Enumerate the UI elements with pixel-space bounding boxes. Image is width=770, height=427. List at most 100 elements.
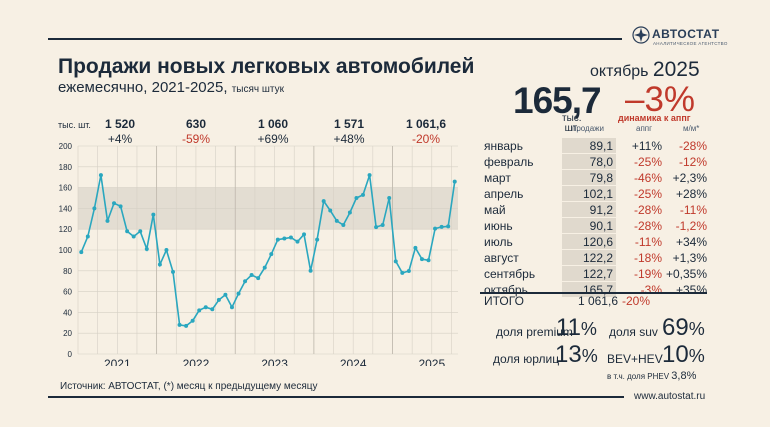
total-yoy: -20%: [622, 294, 651, 308]
data-point: [177, 322, 182, 327]
x-tick-label: 2023: [261, 357, 288, 366]
data-point: [446, 224, 451, 229]
data-point: [387, 196, 392, 200]
row-yoy: -19%: [633, 267, 662, 281]
site-url[interactable]: www.autostat.ru: [634, 391, 706, 402]
headline-change: –3%: [625, 80, 696, 119]
data-point: [256, 276, 261, 281]
subtitle-text: ежемесячно, 2021-2025,: [58, 79, 228, 96]
row-yoy: -25%: [633, 187, 662, 201]
data-point: [151, 212, 156, 217]
row-value: 90,1: [562, 218, 616, 233]
y-tick-label: 40: [63, 308, 72, 317]
data-point: [406, 269, 411, 274]
data-point: [269, 252, 274, 257]
data-point: [393, 259, 398, 264]
bottom-rule: [48, 396, 624, 398]
headline-unit-1: тыс.: [562, 113, 582, 124]
month-label: октябрь: [590, 63, 649, 80]
table-row: январь 89,1 +11% -28%: [480, 138, 707, 154]
row-mom: -1,2%: [675, 219, 707, 233]
data-point: [85, 234, 90, 239]
year-total-value: 1 571: [333, 117, 365, 131]
data-point: [361, 192, 365, 197]
data-point: [229, 305, 234, 310]
table-rule: [480, 292, 707, 294]
data-point: [452, 179, 457, 184]
top-rule: [48, 38, 622, 40]
data-point: [164, 248, 169, 252]
row-month: март: [484, 171, 511, 185]
share-legal-label: доля юрлиц: [493, 352, 560, 366]
data-point: [288, 235, 293, 240]
data-point: [138, 229, 143, 234]
data-point: [210, 307, 215, 312]
data-point: [334, 218, 339, 223]
row-month: июль: [484, 235, 513, 249]
row-value: 120,6: [562, 234, 616, 249]
share-phev-label: в т.ч. доля PHEV: [607, 372, 670, 381]
data-point: [426, 258, 431, 263]
data-point: [157, 262, 162, 267]
data-point: [131, 234, 136, 239]
row-month: январь: [484, 139, 523, 153]
data-point: [125, 229, 130, 234]
data-point: [98, 173, 103, 178]
row-yoy: -3%: [640, 283, 662, 297]
data-point: [118, 204, 123, 209]
row-month: апрель: [484, 187, 524, 201]
row-value: 102,1: [562, 186, 616, 201]
total-label: ИТОГО: [484, 294, 524, 308]
year-total-value: 630: [185, 117, 207, 131]
table-row: июль 120,6 -11% +34%: [480, 234, 707, 250]
total-value: 1 061,6: [577, 294, 618, 308]
year-label: 2025: [652, 58, 700, 81]
data-point: [374, 225, 379, 230]
data-point: [243, 279, 248, 284]
share-phev: в т.ч. доля PHEV 3,8%: [607, 370, 696, 382]
page-title: Продажи новых легковых автомобилей: [58, 55, 475, 78]
share-premium-number: 11: [556, 314, 581, 341]
row-month: август: [484, 251, 519, 265]
share-legal-value: 13%: [555, 341, 598, 369]
source-note: Источник: АВТОСТАТ, (*) месяц к предыдущ…: [60, 381, 318, 392]
share-premium-value: 11%: [556, 314, 597, 342]
headline-unit-2: шт.: [564, 123, 579, 134]
data-point: [203, 305, 208, 310]
data-point: [197, 308, 202, 313]
data-point: [347, 210, 352, 215]
row-mom: +34%: [675, 235, 707, 249]
data-point: [236, 291, 241, 296]
table-row: февраль 78,0 -25% -12%: [480, 154, 707, 170]
share-legal-number: 13: [555, 341, 582, 368]
data-point: [190, 318, 195, 323]
data-point: [216, 297, 221, 302]
header-mom: м/м*: [683, 124, 700, 133]
year-total-change: -59%: [181, 132, 210, 146]
row-mom: -28%: [678, 139, 707, 153]
data-point: [413, 245, 418, 250]
table-row: июнь 90,1 -28% -1,2%: [480, 218, 707, 234]
x-tick-label: 2025: [418, 357, 445, 366]
data-point: [295, 239, 300, 244]
x-tick-label: 2021: [104, 357, 131, 366]
data-point: [354, 196, 359, 200]
sales-line-chart: 0 20 40 60 80 100 120 140 160 180 200 2021 2022 2023 2…: [59, 142, 458, 366]
row-value: 78,0: [562, 154, 616, 169]
row-yoy: -25%: [633, 155, 662, 169]
series-line: [80, 174, 456, 327]
star-icon: [632, 26, 650, 44]
row-mom: -12%: [678, 155, 707, 169]
table-row: май 91,2 -28% -11%: [480, 202, 707, 218]
row-yoy: -28%: [633, 219, 662, 233]
share-legal-pct: %: [581, 346, 598, 366]
share-bevhev-pct: %: [688, 346, 705, 366]
row-value: 79,8: [562, 170, 616, 185]
share-suv-value: 69%: [662, 314, 705, 342]
data-point: [171, 269, 175, 274]
y-tick-label: 100: [59, 246, 73, 255]
row-mom: +0,35%: [665, 267, 707, 281]
data-point: [308, 268, 313, 273]
row-mom: +35%: [675, 283, 707, 297]
data-point: [328, 208, 333, 213]
